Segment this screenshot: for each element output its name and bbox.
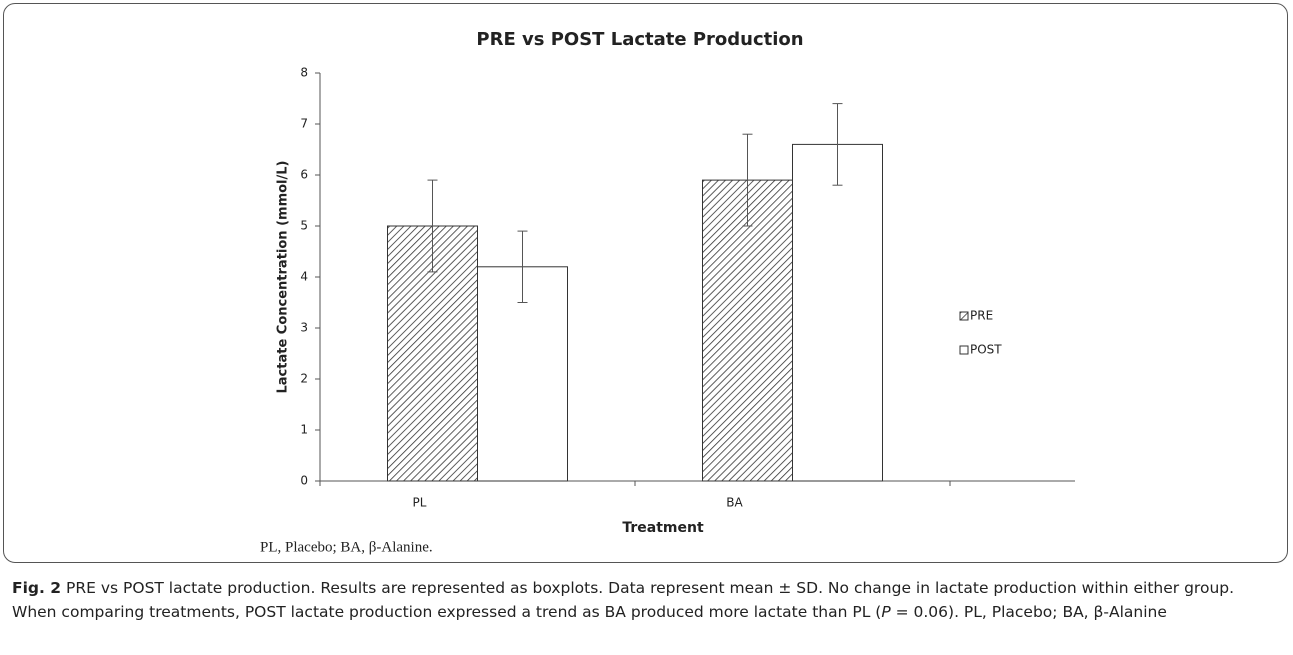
bar: [702, 179, 793, 482]
x-tick-label: PL: [413, 496, 427, 510]
figure-frame: [3, 3, 1288, 563]
y-tick-label: 6: [300, 168, 308, 182]
y-tick-label: 4: [300, 270, 308, 284]
caption-text: PRE vs POST lactate production. Results …: [12, 579, 1235, 621]
y-tick-label: 3: [300, 321, 308, 335]
y-axis-label: Lactate Concentration (mmol/L): [276, 161, 291, 394]
caption-italic: P: [881, 602, 891, 621]
y-tick-label: 1: [300, 423, 308, 437]
caption-label: Fig. 2: [12, 579, 62, 597]
chart-title: PRE vs POST Lactate Production: [476, 29, 803, 50]
caption: Fig. 2 PRE vs POST lactate production. R…: [12, 577, 1282, 624]
legend-swatch: [959, 311, 969, 321]
y-tick-label: 0: [300, 474, 308, 488]
legend-label: PRE: [970, 309, 993, 323]
y-tick-label: 5: [300, 219, 308, 233]
caption-text: = 0.06). PL, Placebo; BA, β-Alanine: [890, 602, 1167, 621]
chart: PRE vs POST Lactate Production Lactate C…: [260, 29, 1075, 555]
y-tick-label: 7: [300, 117, 308, 131]
x-tick-label: BA: [726, 496, 743, 510]
legend-label: POST: [970, 343, 1002, 357]
annotation: PL, Placebo; BA, β-Alanine.: [260, 539, 433, 555]
x-axis-label: Treatment: [622, 520, 704, 536]
legend-swatch: [959, 345, 969, 355]
y-tick-label: 8: [300, 66, 308, 80]
bar: [792, 143, 883, 482]
y-tick-label: 2: [300, 372, 308, 386]
